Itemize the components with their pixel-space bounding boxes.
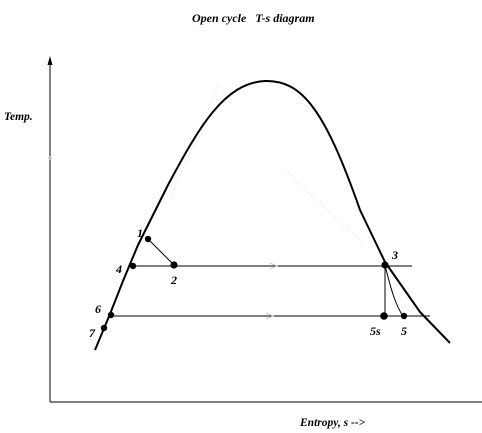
point-3-marker [381, 261, 389, 269]
actual-expansion-curve [384, 264, 404, 317]
flow-arrow-lower [265, 312, 275, 320]
point-7-label: 7 [89, 326, 96, 340]
y-axis-label: Temp. [4, 111, 33, 123]
point-2-marker [170, 261, 178, 269]
point-5-label: 5 [401, 324, 407, 338]
point-5s-marker [380, 312, 388, 320]
point-5-marker [400, 312, 408, 320]
point-6-marker [107, 311, 115, 319]
point-4-marker [129, 262, 137, 270]
dotted-guide-right [284, 169, 366, 246]
point-2-label: 2 [170, 273, 177, 287]
diagram-title: Open cycle T-s diagram [192, 11, 315, 25]
point-6-label: 6 [95, 302, 101, 316]
point-1-label: 1 [137, 226, 143, 240]
dotted-guide-left [169, 85, 219, 201]
flow-arrow-upper [269, 262, 279, 270]
point-3-label: 3 [391, 248, 398, 262]
point-1-marker [144, 235, 152, 243]
point-5s-label: 5s [370, 324, 381, 338]
line-1-2 [147, 238, 175, 266]
x-axis-label: Entropy, s --> [299, 417, 366, 429]
saturation-dome-curve [94, 79, 451, 351]
point-4-label: 4 [115, 262, 122, 276]
y-axis-arrow [47, 56, 53, 65]
point-7-marker [100, 324, 108, 332]
y-axis-tick [48, 156, 52, 160]
